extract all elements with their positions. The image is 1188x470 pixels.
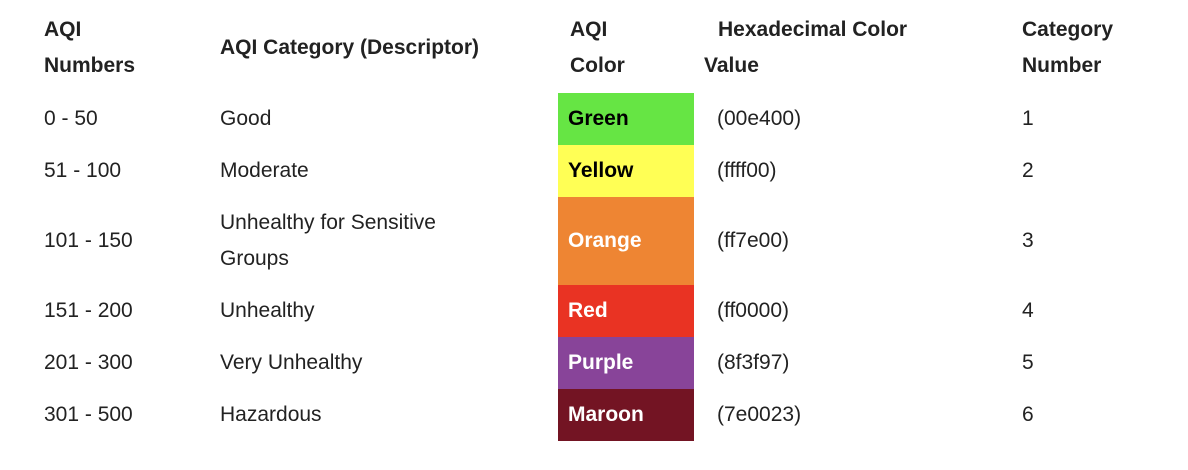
- header-aqi-numbers: AQI Numbers: [44, 18, 136, 77]
- aqi-range: 101 - 150: [44, 229, 133, 252]
- hex-value: (ffff00): [717, 159, 777, 182]
- category-number: 2: [1022, 159, 1034, 182]
- hex-value: (00e400): [717, 107, 802, 130]
- aqi-range: 301 - 500: [44, 403, 133, 426]
- table-row: 201 - 300 Very Unhealthy Purple (8f3f97)…: [32, 337, 1160, 389]
- color-swatch: Maroon: [558, 389, 694, 441]
- table-row: 101 - 150 Unhealthy for Sensitive Groups…: [32, 197, 1160, 285]
- header-color: AQI Color: [570, 18, 625, 77]
- color-swatch: Red: [558, 285, 694, 337]
- aqi-category: Very Unhealthy: [220, 351, 363, 374]
- category-number: 5: [1022, 351, 1034, 374]
- aqi-category: Hazardous: [220, 403, 322, 426]
- header-category: AQI Category (Descriptor): [220, 36, 480, 59]
- aqi-range: 151 - 200: [44, 299, 133, 322]
- header-category-number: Category Number: [1022, 18, 1114, 77]
- category-number: 6: [1022, 403, 1034, 426]
- hex-value: (7e0023): [717, 403, 802, 426]
- aqi-category: Moderate: [220, 159, 309, 182]
- aqi-category: Good: [220, 107, 272, 130]
- table-row: 0 - 50 Good Green (00e400) 1: [32, 93, 1160, 145]
- color-swatch: Orange: [558, 197, 694, 285]
- color-swatch: Purple: [558, 337, 694, 389]
- color-swatch: Yellow: [558, 145, 694, 197]
- header-hex-value: Hexadecimal Color Value: [704, 18, 908, 77]
- aqi-range: 201 - 300: [44, 351, 133, 374]
- category-number: 1: [1022, 107, 1034, 130]
- hex-value: (ff7e00): [717, 229, 789, 252]
- table-row: 301 - 500 Hazardous Maroon (7e0023) 6: [32, 389, 1160, 441]
- aqi-category: Unhealthy for Sensitive Groups: [220, 211, 436, 270]
- aqi-table: AQI Numbers AQI Category (Descriptor) AQ…: [32, 8, 1160, 441]
- category-number: 3: [1022, 229, 1034, 252]
- category-number: 4: [1022, 299, 1034, 322]
- aqi-category: Unhealthy: [220, 299, 315, 322]
- aqi-range: 51 - 100: [44, 159, 122, 182]
- aqi-range: 0 - 50: [44, 107, 98, 130]
- header-row: AQI Numbers AQI Category (Descriptor) AQ…: [32, 8, 1160, 93]
- table-row: 51 - 100 Moderate Yellow (ffff00) 2: [32, 145, 1160, 197]
- table-row: 151 - 200 Unhealthy Red (ff0000) 4: [32, 285, 1160, 337]
- hex-value: (ff0000): [717, 299, 789, 322]
- hex-value: (8f3f97): [717, 351, 790, 374]
- color-swatch: Green: [558, 93, 694, 145]
